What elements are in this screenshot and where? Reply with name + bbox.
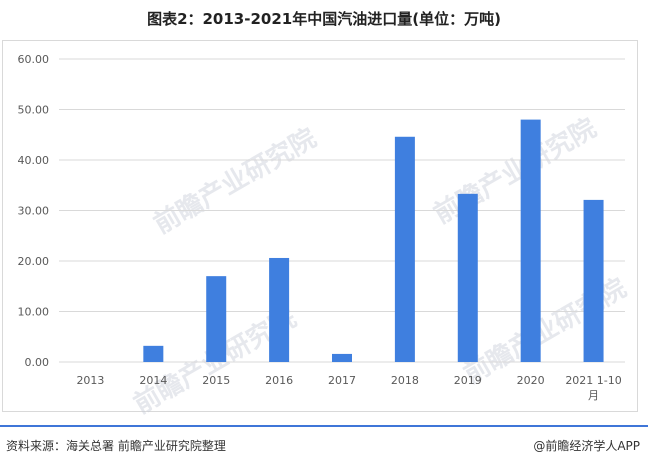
y-tick-label: 20.00 [18,255,50,268]
y-tick-label: 0.00 [25,356,50,369]
chart-area: 前瞻产业研究院 前瞻产业研究院 前瞻产业研究院 前瞻产业研究院 0.0010.0… [2,40,638,420]
bar [332,353,352,362]
x-tick-label-line: 2019 [454,374,482,387]
y-tick-label: 60.00 [18,53,50,66]
x-tick-label-line: 2017 [328,374,356,387]
x-tick-label: 2015 [202,374,230,387]
y-tick-label: 40.00 [18,154,50,167]
bar [206,276,227,362]
y-tick-label: 10.00 [18,306,50,319]
bar [143,345,164,362]
x-tick-label: 2019 [454,374,482,387]
bar [583,199,604,362]
chart-title: 图表2：2013-2021年中国汽油进口量(单位：万吨) [147,10,501,28]
bar [394,136,415,362]
x-tick-label-line: 2021 1-10 [565,374,621,387]
x-tick-label-line: 月 [588,389,599,402]
x-tick-label: 2017 [328,374,356,387]
x-tick-label-line: 2015 [202,374,230,387]
y-tick-label: 30.00 [18,205,50,218]
brand-note: @前瞻经济学人APP [533,439,640,453]
bar-chart: 0.00 10.00 20.00 30.00 40.00 50.00 60.00 2013 20… [18,53,625,402]
bar [520,119,541,362]
x-tick-label: 2020 [517,374,545,387]
x-tick-label: 2013 [76,374,104,387]
x-tick-label: 2018 [391,374,419,387]
footer: 资料来源：海关总署 前瞻产业研究院整理 @前瞻经济学人APP [0,425,648,457]
x-tick-label-line: 2014 [139,374,167,387]
bar [269,257,290,362]
x-tick-label: 2016 [265,374,293,387]
y-tick-label: 50.00 [18,104,50,117]
x-tick-label-line: 2016 [265,374,293,387]
x-tick-label-line: 2020 [517,374,545,387]
x-tick-label-line: 2018 [391,374,419,387]
x-tick-label: 2021 1-10 月 [565,374,621,402]
x-tick-label: 2014 [139,374,167,387]
x-tick-label-line: 2013 [76,374,104,387]
source-note: 资料来源：海关总署 前瞻产业研究院整理 [6,439,226,453]
bar [457,193,478,362]
